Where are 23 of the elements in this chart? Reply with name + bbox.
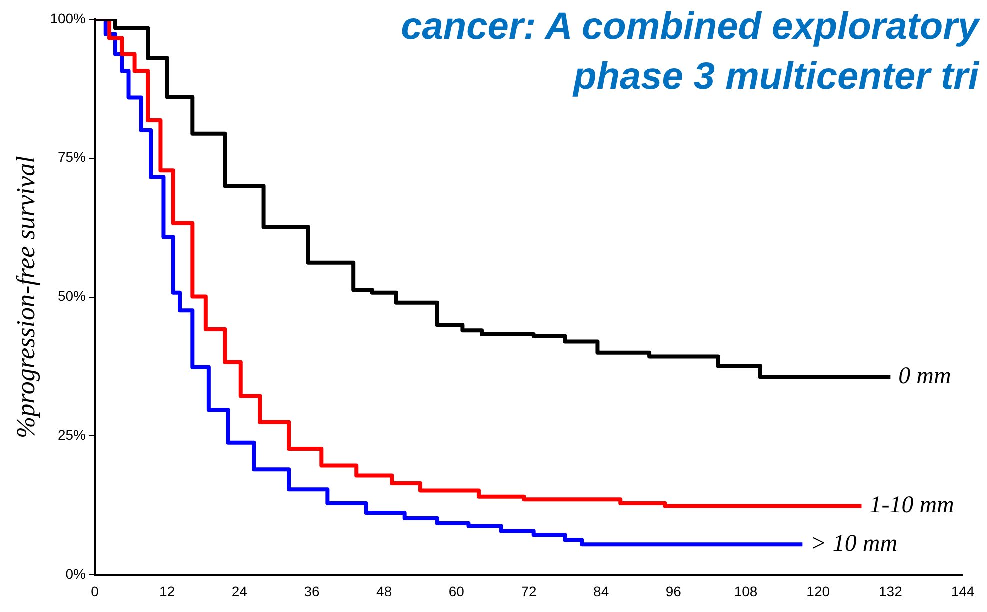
x-tick-label: 24 — [232, 583, 248, 600]
x-tick-label: 84 — [594, 583, 610, 600]
y-tick-label: 100% — [50, 10, 86, 26]
series-label: > 10 mm — [810, 530, 898, 557]
chart-title: cancer: A combined exploratory phase 3 multicenter tri — [401, 5, 979, 100]
x-tick-label: 96 — [666, 583, 682, 600]
series-label: 1-10 mm — [870, 492, 954, 519]
x-tick-label: 60 — [448, 583, 465, 600]
x-tick-label: 144 — [951, 583, 975, 600]
y-tick-label: 50% — [58, 288, 86, 304]
x-tick-label: 12 — [160, 583, 176, 600]
x-tick-label: 48 — [376, 583, 392, 600]
x-tick-label: 72 — [521, 583, 537, 600]
x-tick-label: 36 — [304, 583, 320, 600]
y-tick-label: 0% — [66, 566, 86, 582]
x-tick-label: 108 — [734, 583, 758, 600]
y-axis-title: %progression-free survival — [11, 156, 40, 438]
x-tick-label: 132 — [878, 583, 903, 600]
y-tick-label: 75% — [58, 149, 86, 166]
x-tick-label: 0 — [91, 583, 100, 600]
y-tick-label: 25% — [58, 427, 86, 444]
x-tick-label: 120 — [806, 583, 830, 600]
series-label: 0 mm — [898, 364, 952, 390]
